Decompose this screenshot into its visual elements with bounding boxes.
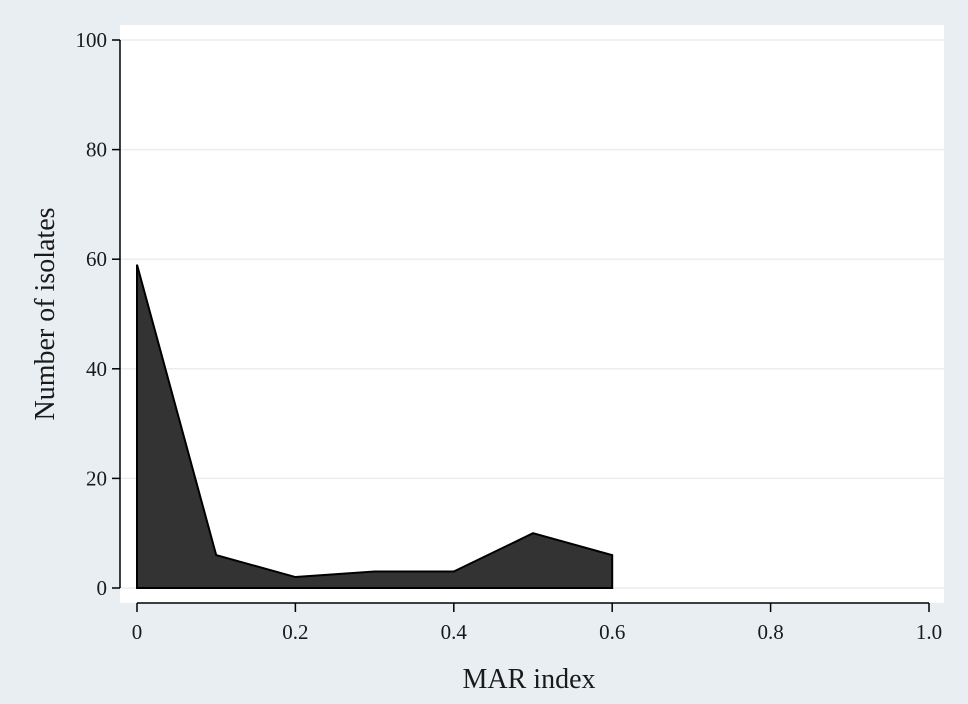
axes: 0 20 40 60 80 100 0 0.2 0.4 0.6 0.8 1.0	[76, 28, 943, 644]
plot-area	[120, 25, 944, 603]
x-tick-label: 0.4	[441, 620, 468, 644]
y-tick-label: 40	[86, 357, 107, 381]
y-tick-label: 100	[76, 28, 108, 52]
y-tick-label: 20	[86, 466, 107, 490]
x-axis-title: MAR index	[463, 664, 596, 695]
x-tick-label: 0.8	[757, 620, 783, 644]
area-series	[136, 264, 614, 589]
y-tick-label: 80	[86, 138, 107, 162]
x-tick-label: 0.6	[599, 620, 625, 644]
y-tick-label: 60	[86, 247, 107, 271]
x-tick-label: 0	[132, 620, 143, 644]
x-tick-label: 0.2	[282, 620, 308, 644]
y-axis-title: Number of isolates	[30, 207, 61, 420]
x-tick-label: 1.0	[916, 620, 942, 644]
data-series	[136, 264, 614, 589]
y-tick-label: 0	[97, 576, 108, 600]
